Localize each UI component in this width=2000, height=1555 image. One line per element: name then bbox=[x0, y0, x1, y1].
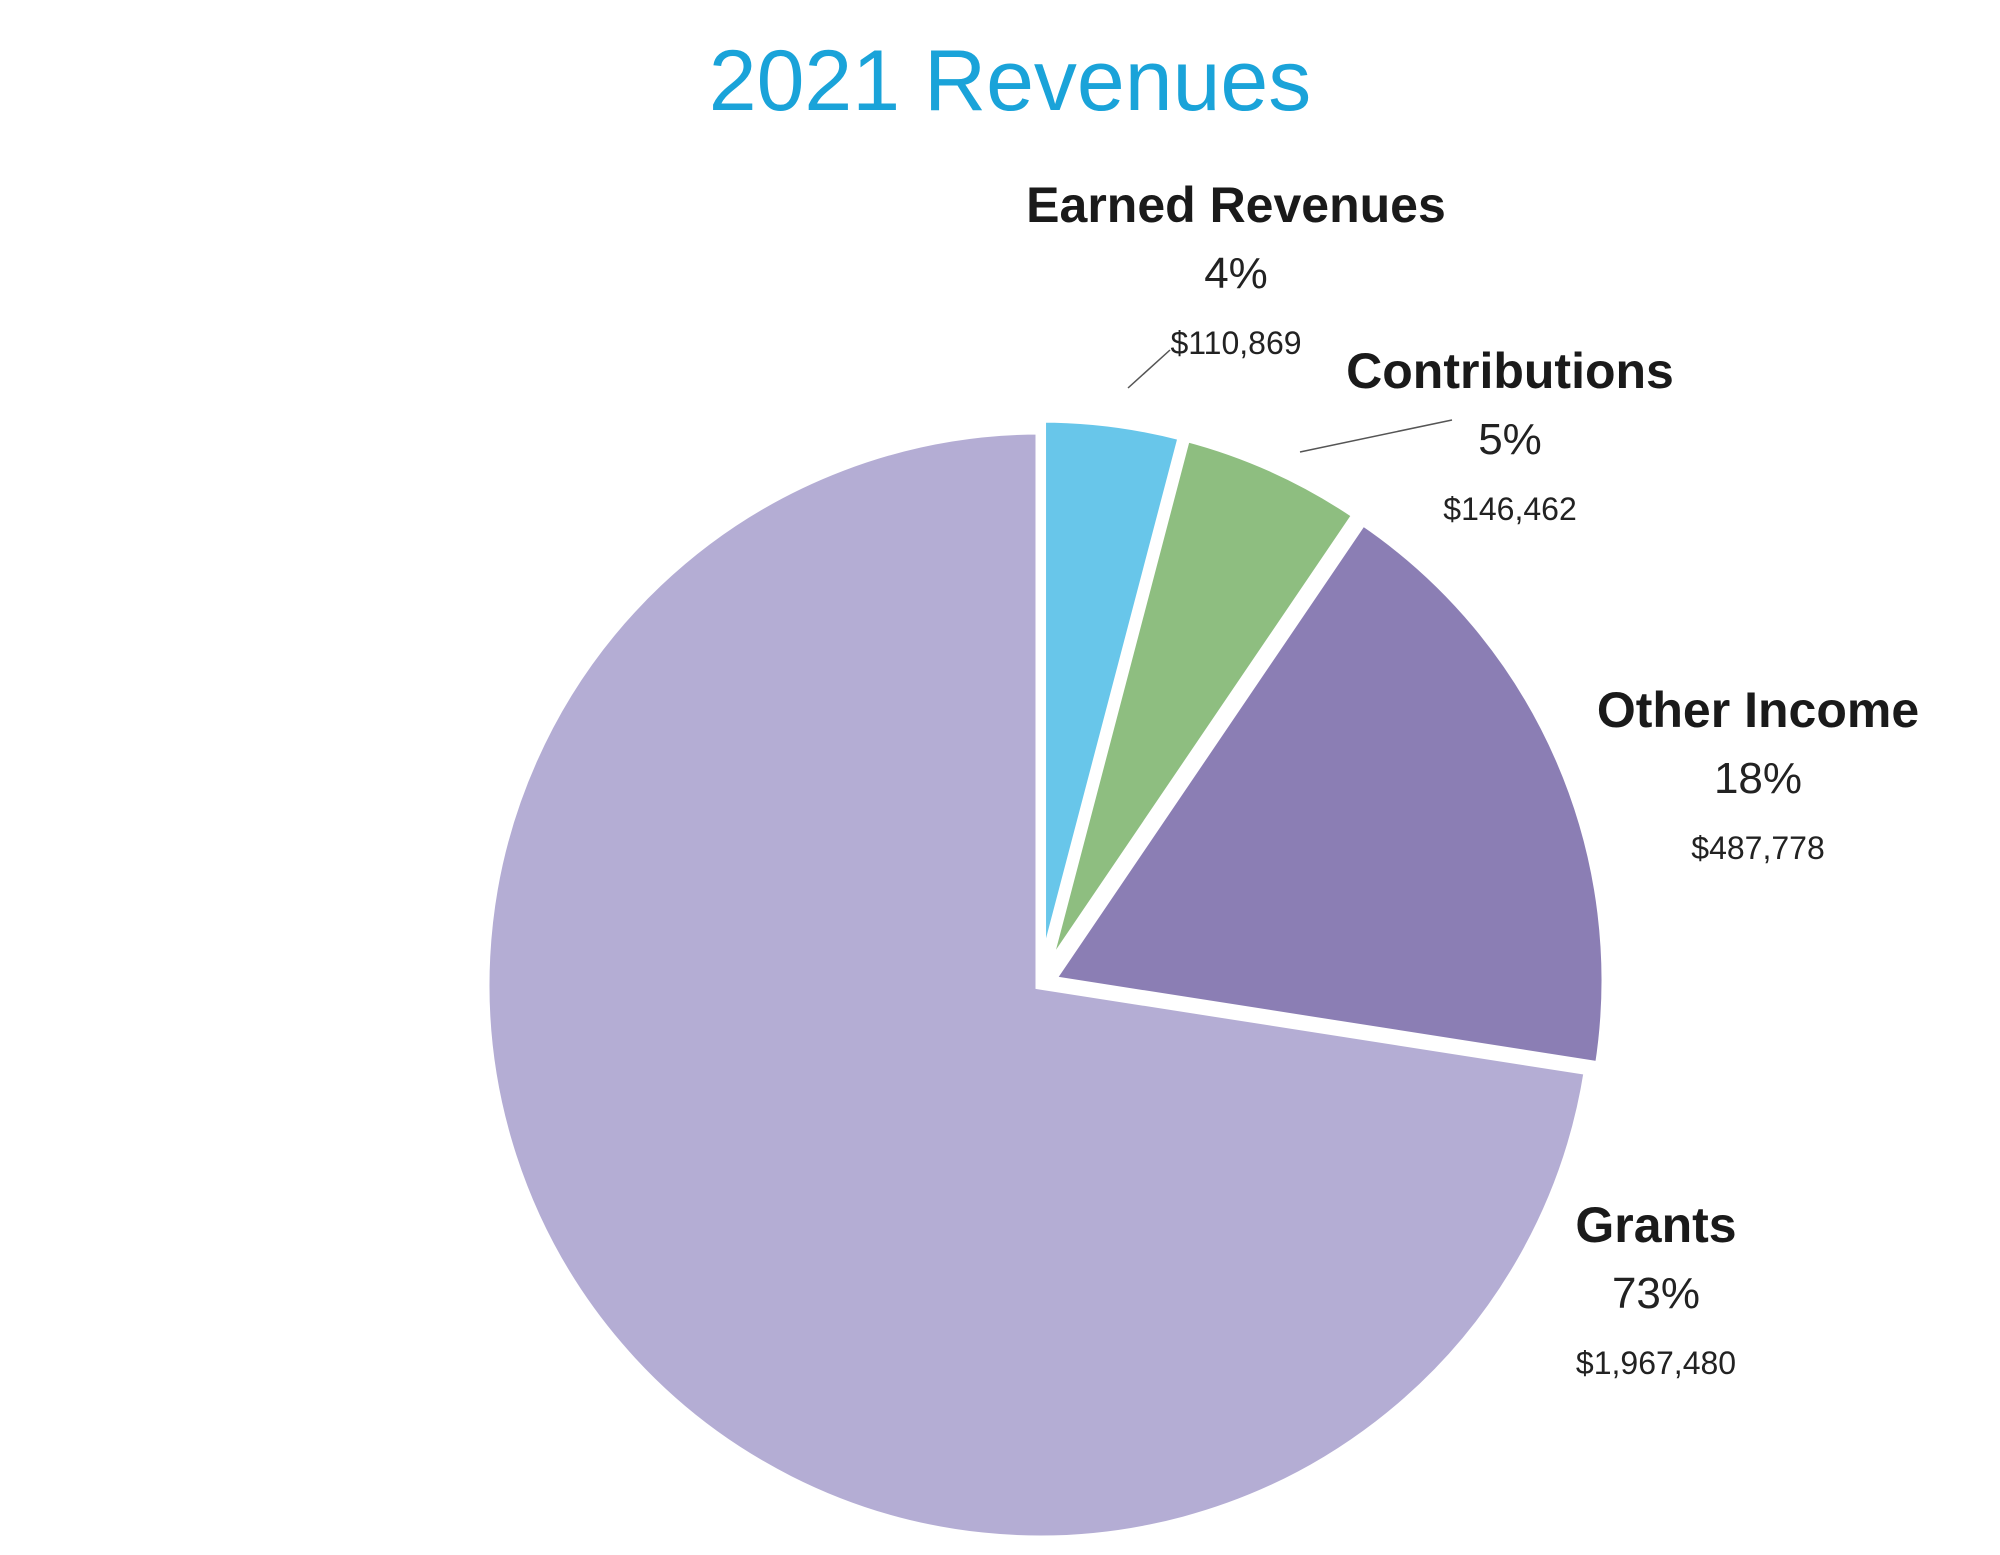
slice-label-earned-revenues-percent: 4% bbox=[1204, 249, 1268, 298]
slice-label-earned-revenues-name: Earned Revenues bbox=[1026, 177, 1446, 233]
slice-label-contributions-name: Contributions bbox=[1346, 343, 1674, 399]
slice-label-contributions-amount: $146,462 bbox=[1443, 491, 1576, 527]
slice-label-grants-percent: 73% bbox=[1612, 1269, 1700, 1318]
slice-label-contributions-percent: 5% bbox=[1478, 415, 1542, 464]
chart-title: 2021 Revenues bbox=[709, 33, 1311, 129]
pie-slices bbox=[480, 413, 1611, 1545]
slice-label-grants-name: Grants bbox=[1575, 1197, 1736, 1253]
slice-label-other-income-name: Other Income bbox=[1597, 682, 1919, 738]
pie-slice-other-income bbox=[1043, 514, 1611, 1072]
slice-label-earned-revenues-amount: $110,869 bbox=[1170, 325, 1301, 361]
slice-label-other-income-amount: $487,778 bbox=[1691, 830, 1824, 866]
leader-lines bbox=[1127, 349, 1453, 453]
leader-line-contributions bbox=[1299, 419, 1453, 453]
pie-slice-contributions bbox=[1040, 431, 1363, 977]
pie-slice-grants bbox=[480, 425, 1594, 1545]
slice-label-other-income-percent: 18% bbox=[1714, 754, 1802, 803]
slice-label-grants-amount: $1,967,480 bbox=[1576, 1345, 1736, 1381]
slice-labels: Earned Revenues 4% $110,869 Contributions 5%… bbox=[1026, 177, 1919, 1381]
leader-line-earned-revenues bbox=[1127, 349, 1171, 389]
